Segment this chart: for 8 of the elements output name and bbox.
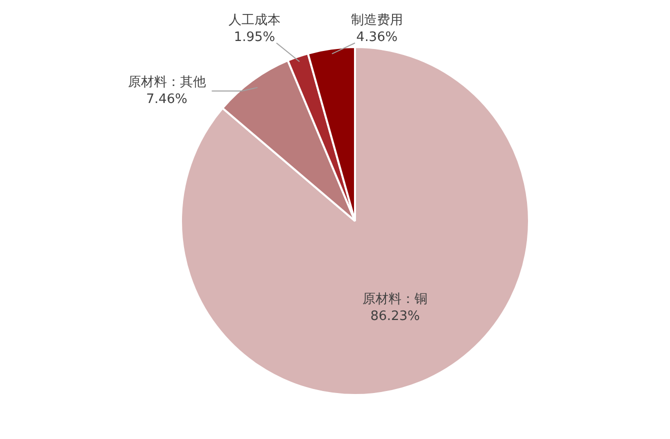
slice-label: 原材料：铜: [362, 292, 428, 307]
slice-label: 原材料：其他: [128, 74, 206, 90]
data-label: 86.23%: [370, 308, 420, 324]
data-label: 4.36%: [356, 30, 398, 45]
slice-label: 人工成本: [228, 12, 280, 28]
slice-label: 制造费用: [350, 12, 403, 28]
data-label: 1.95%: [234, 30, 276, 45]
data-label: 7.46%: [146, 92, 188, 107]
